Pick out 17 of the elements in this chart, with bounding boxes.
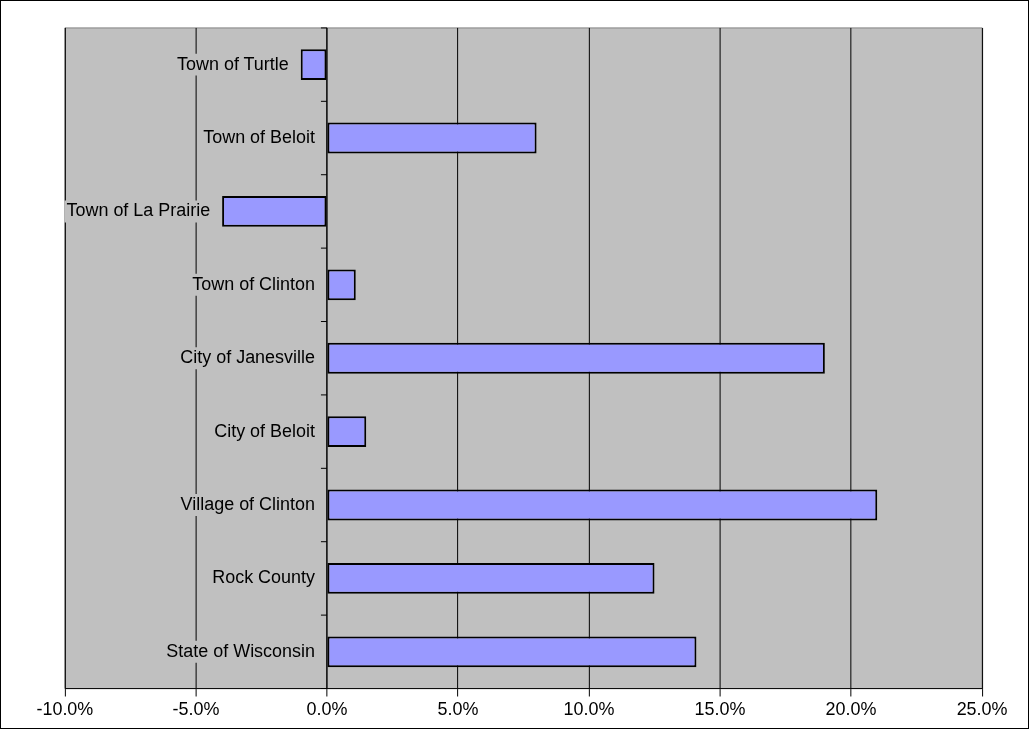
y-tick-label: Town of Clinton: [192, 273, 315, 294]
y-tick-label: Rock County: [212, 567, 315, 588]
y-tick-label: Town of Beloit: [203, 126, 315, 147]
y-tick-label: City of Janesville: [180, 347, 315, 368]
x-tick-label: -5.0%: [172, 699, 220, 720]
x-tick-label: 5.0%: [437, 699, 479, 720]
y-tick-label: Town of La Prairie: [66, 200, 211, 221]
y-tick-label: State of Wisconsin: [166, 640, 315, 661]
x-tick-label: 10.0%: [563, 699, 615, 720]
y-tick-label: Village of Clinton: [180, 493, 315, 514]
x-tick-label: 15.0%: [694, 699, 746, 720]
x-tick-label: 0.0%: [306, 699, 348, 720]
y-tick-label: Town of Turtle: [177, 53, 289, 74]
x-tick-label: 20.0%: [825, 699, 877, 720]
x-tick-label: 25.0%: [956, 699, 1008, 720]
x-tick-label: -10.0%: [36, 699, 94, 720]
y-tick-label: City of Beloit: [214, 420, 315, 441]
